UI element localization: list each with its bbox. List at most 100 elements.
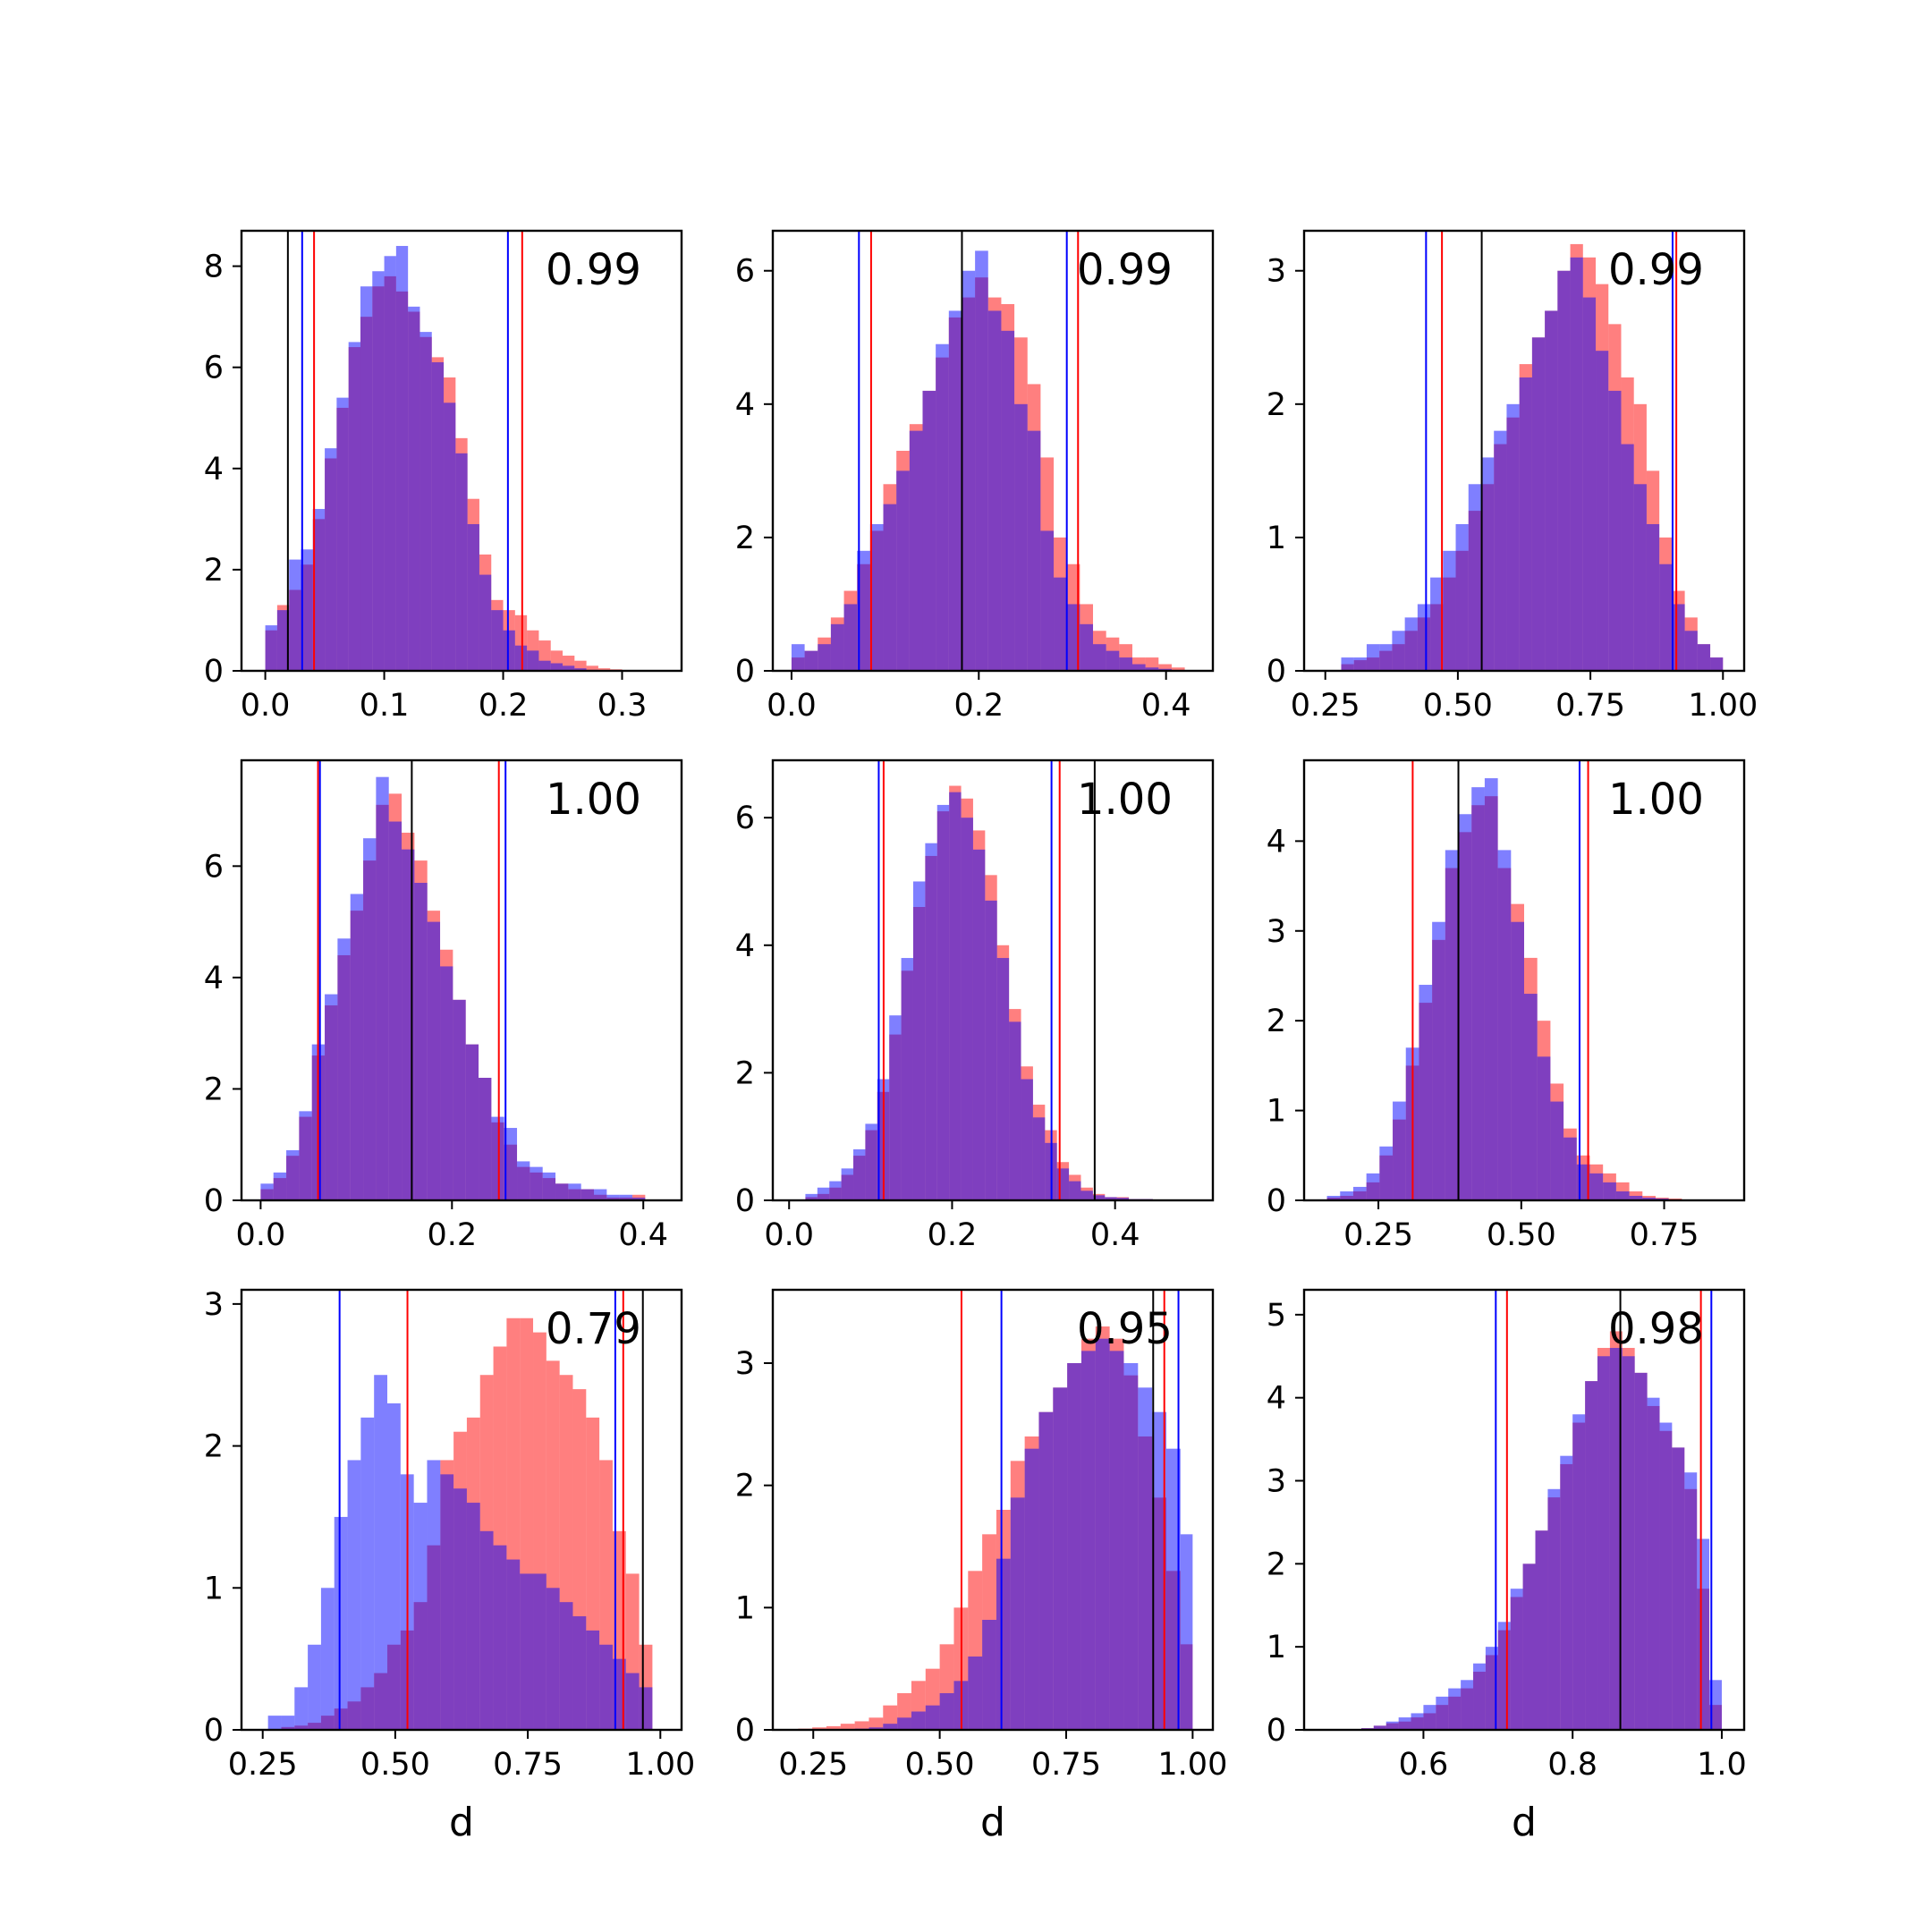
axes-frame bbox=[240, 758, 683, 1202]
bar-blue-16 bbox=[1001, 330, 1015, 671]
bar-blue-14 bbox=[972, 849, 986, 1200]
x-tick-label: 0.2 bbox=[953, 688, 1004, 724]
bar-blue-0 bbox=[805, 1193, 818, 1200]
bars-layer bbox=[1326, 760, 1722, 1200]
bar-blue-17 bbox=[493, 1545, 507, 1730]
bar-blue-26 bbox=[1672, 604, 1685, 671]
bar-red-27 bbox=[586, 665, 598, 671]
bar-blue-12 bbox=[1484, 778, 1498, 1200]
bar-blue-22 bbox=[1109, 1351, 1124, 1730]
axes-frame bbox=[771, 1288, 1215, 1732]
bar-blue-26 bbox=[1165, 1448, 1181, 1730]
x-tick-label: 0.0 bbox=[764, 1217, 814, 1253]
panel-annotation: 1.00 bbox=[1077, 775, 1173, 825]
bar-blue-27 bbox=[1180, 1534, 1193, 1730]
bar-blue-14 bbox=[1522, 1563, 1536, 1730]
y-tick-label: 3 bbox=[1267, 1464, 1286, 1500]
bar-blue-21 bbox=[1608, 390, 1622, 671]
bar-blue-7 bbox=[1436, 1696, 1449, 1730]
bar-blue-21 bbox=[1603, 1182, 1616, 1200]
x-axis-label: d bbox=[1512, 1800, 1537, 1845]
bar-blue-1 bbox=[1353, 657, 1367, 671]
bar-blue-9 bbox=[1461, 1680, 1474, 1730]
bar-blue-22 bbox=[559, 1602, 573, 1730]
bar-blue-3 bbox=[308, 1644, 321, 1730]
bars-layer bbox=[791, 231, 1185, 671]
x-tick-label: 0.4 bbox=[1090, 1217, 1140, 1253]
bar-blue-7 bbox=[889, 1015, 902, 1200]
bar-blue-17 bbox=[479, 1077, 492, 1200]
bar-blue-9 bbox=[1445, 850, 1459, 1200]
bar-blue-12 bbox=[948, 310, 962, 671]
bar-blue-15 bbox=[987, 310, 1002, 671]
bar-blue-0 bbox=[1341, 657, 1354, 671]
x-tick-label: 0.50 bbox=[360, 1747, 430, 1783]
bar-blue-19 bbox=[1067, 1363, 1081, 1730]
bar-blue-29 bbox=[1709, 1680, 1722, 1730]
bar-blue-12 bbox=[408, 306, 420, 671]
panel-6: 0.25 0.50 0.75 0 1 2 3 4 1.00 bbox=[1267, 758, 1746, 1253]
panel-8: 0.25 0.50 0.75 1.00 0 1 2 3 0.95 d bbox=[735, 1288, 1227, 1845]
bar-blue-13 bbox=[982, 1620, 996, 1730]
bar-blue-7 bbox=[348, 342, 360, 671]
x-tick-label: 0.0 bbox=[241, 688, 291, 724]
y-tick-label: 1 bbox=[1267, 521, 1286, 556]
bar-blue-16 bbox=[1547, 1488, 1561, 1730]
bar-blue-27 bbox=[606, 1194, 620, 1200]
bar-red-5 bbox=[869, 1717, 884, 1730]
bar-blue-15 bbox=[1531, 337, 1546, 671]
x-tick-label: 0.75 bbox=[493, 1747, 563, 1783]
bars-layer bbox=[265, 231, 623, 671]
bar-blue-14 bbox=[1511, 921, 1524, 1200]
bar-blue-7 bbox=[897, 1717, 911, 1730]
bar-blue-6 bbox=[883, 1724, 898, 1730]
bar-blue-3 bbox=[1379, 644, 1393, 671]
bar-blue-19 bbox=[1040, 530, 1055, 671]
bar-blue-15 bbox=[466, 1503, 480, 1730]
bar-blue-27 bbox=[1684, 1472, 1698, 1730]
panel-1: 0.0 0.1 0.2 0.3 0 2 4 6 8 0.99 bbox=[204, 229, 683, 724]
bar-blue-26 bbox=[594, 1189, 607, 1200]
panel-2: 0.0 0.2 0.4 0 2 4 6 0.99 bbox=[735, 229, 1215, 724]
panel-3: 0.25 0.50 0.75 1.00 0 1 2 3 0.99 bbox=[1267, 229, 1758, 724]
axes-frame bbox=[1302, 758, 1746, 1202]
bar-blue-20 bbox=[517, 1161, 530, 1200]
bar-blue-25 bbox=[580, 1189, 595, 1200]
bar-blue-4 bbox=[312, 509, 326, 671]
bars-layer bbox=[798, 1290, 1193, 1730]
bar-blue-27 bbox=[1145, 667, 1159, 671]
bar-blue-19 bbox=[491, 610, 504, 671]
y-tick-label: 6 bbox=[204, 351, 224, 386]
bar-blue-10 bbox=[388, 821, 402, 1200]
x-tick-label: 1.00 bbox=[1688, 688, 1758, 724]
bar-blue-23 bbox=[572, 1616, 587, 1730]
bar-blue-26 bbox=[1672, 1447, 1685, 1730]
bar-blue-16 bbox=[455, 453, 468, 671]
bar-blue-24 bbox=[1642, 1197, 1656, 1200]
x-tick-label: 0.6 bbox=[1399, 1747, 1449, 1783]
y-tick-label: 4 bbox=[735, 928, 755, 964]
bar-blue-5 bbox=[865, 1123, 877, 1200]
bar-blue-15 bbox=[1524, 994, 1538, 1200]
bar-blue-15 bbox=[1535, 1530, 1548, 1730]
bar-blue-18 bbox=[1572, 1414, 1586, 1730]
bar-blue-10 bbox=[1473, 1663, 1486, 1730]
bar-blue-2 bbox=[289, 559, 301, 671]
y-tick-label: 3 bbox=[1267, 914, 1286, 950]
y-tick-label: 6 bbox=[204, 849, 224, 885]
bar-blue-14 bbox=[996, 1558, 1011, 1730]
x-tick-label: 0.75 bbox=[1555, 688, 1625, 724]
bar-blue-22 bbox=[1069, 1181, 1081, 1200]
bar-blue-6 bbox=[336, 397, 349, 671]
y-tick-label: 1 bbox=[735, 1590, 755, 1626]
bar-blue-27 bbox=[1684, 631, 1698, 671]
x-tick-label: 0.75 bbox=[1630, 1217, 1699, 1253]
bar-blue-9 bbox=[387, 1402, 401, 1730]
bar-blue-16 bbox=[1537, 1056, 1551, 1200]
y-tick-label: 0 bbox=[735, 1713, 755, 1749]
bar-blue-8 bbox=[1448, 1688, 1462, 1730]
bar-blue-3 bbox=[301, 549, 313, 671]
x-tick-label: 0.3 bbox=[597, 688, 648, 724]
bar-red-29 bbox=[1171, 667, 1185, 671]
bar-blue-7 bbox=[1419, 985, 1433, 1200]
